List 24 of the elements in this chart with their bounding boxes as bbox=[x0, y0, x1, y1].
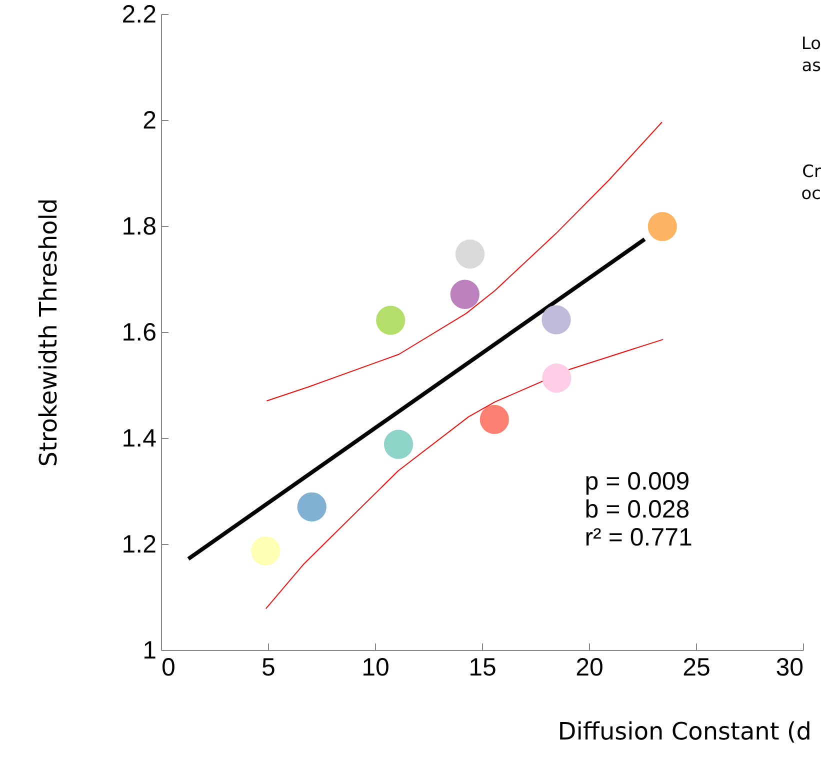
x-tick-label: 0 bbox=[162, 654, 176, 682]
annotation: r² = 0.771 bbox=[584, 523, 692, 552]
x-tick-label: 30 bbox=[776, 654, 804, 682]
y-tick-label: 2 bbox=[142, 106, 156, 134]
annotation: oc bbox=[801, 184, 821, 204]
annotation: p = 0.009 bbox=[584, 467, 690, 496]
x-tick-label: 10 bbox=[362, 654, 390, 682]
annotation: Cr bbox=[802, 162, 821, 182]
annotation: as bbox=[802, 56, 821, 76]
x-axis-title: Diffusion Constant (d bbox=[558, 718, 812, 746]
y-tick-label: 2.2 bbox=[122, 0, 156, 28]
y-tick-label: 1.6 bbox=[122, 318, 156, 346]
x-tick-label: 25 bbox=[682, 654, 710, 682]
y-axis-title: Strokewidth Threshold bbox=[34, 198, 63, 467]
x-tick-label: 15 bbox=[468, 654, 496, 682]
line-series bbox=[266, 122, 662, 402]
y-tick-label: 1.4 bbox=[122, 424, 157, 452]
y-tick-label: 1.8 bbox=[122, 212, 156, 240]
x-tick-label: 5 bbox=[262, 654, 276, 682]
y-tick-label: 1 bbox=[142, 636, 156, 664]
annotation: Lo bbox=[801, 34, 821, 54]
y-tick-label: 1.2 bbox=[122, 530, 156, 558]
annotation: b = 0.028 bbox=[584, 495, 690, 524]
x-tick-label: 20 bbox=[576, 654, 604, 682]
